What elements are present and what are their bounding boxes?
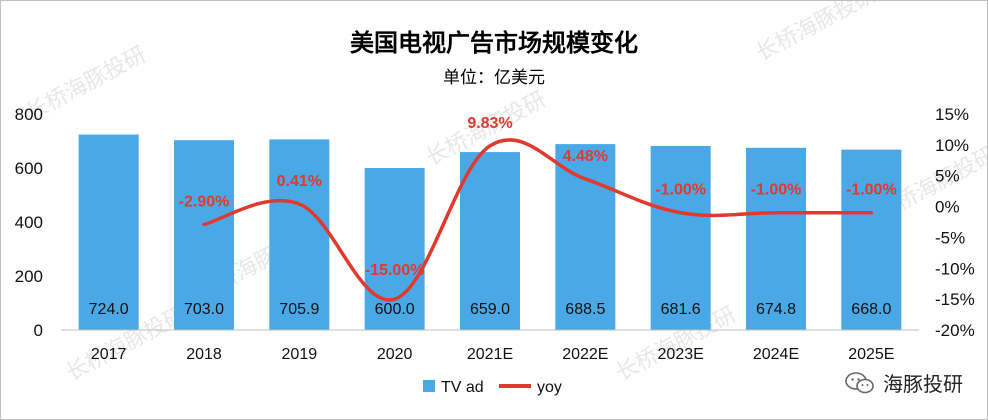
legend-label: yoy <box>537 379 562 396</box>
right-tick-label: 15% <box>935 105 969 124</box>
bar-data-label: 674.8 <box>756 301 796 318</box>
x-tick-label: 2025E <box>848 346 894 363</box>
bar <box>269 139 330 330</box>
right-tick-label: 10% <box>935 136 969 155</box>
yoy-data-label: 4.48% <box>563 148 608 165</box>
right-tick-label: -20% <box>935 321 975 340</box>
bar-data-label: 688.5 <box>565 301 605 318</box>
left-tick-label: 0 <box>34 321 43 340</box>
bar <box>174 140 234 330</box>
chart-title: 美国电视广告市场规模变化 <box>350 29 638 57</box>
x-tick-label: 2023E <box>658 346 704 363</box>
yoy-data-label: -1.00% <box>846 182 897 199</box>
left-tick-label: 800 <box>15 105 43 124</box>
brand-mark: 海豚投研 <box>845 368 963 397</box>
bar-data-label: 659.0 <box>470 301 510 318</box>
x-tick-label: 2021E <box>467 346 513 363</box>
line-series: -2.90% 0.41% -15.00% 9.83% 4.48% -1.00% -1.00%… <box>179 115 897 302</box>
bar <box>746 147 806 330</box>
bar-data-label: 724.0 <box>89 301 129 318</box>
right-tick-label: -5% <box>935 228 965 247</box>
chart-subtitle: 单位：亿美元 <box>443 68 545 88</box>
brand-text: 海豚投研 <box>883 372 963 396</box>
x-tick-label: 2017 <box>91 346 127 363</box>
x-tick-label: 2022E <box>562 346 608 363</box>
yoy-data-label: -1.00% <box>751 182 802 199</box>
left-tick-label: 200 <box>15 267 43 286</box>
legend-label: TV ad <box>441 379 484 396</box>
right-tick-label: 5% <box>935 167 960 186</box>
yoy-data-label: -1.00% <box>655 182 706 199</box>
bar <box>78 134 139 330</box>
x-tick-label: 2018 <box>186 346 222 363</box>
right-tick-label: -10% <box>935 259 975 278</box>
left-tick-label: 600 <box>15 159 43 178</box>
yoy-line <box>202 138 874 302</box>
wechat-icon <box>845 371 874 393</box>
left-tick-label: 400 <box>15 213 43 232</box>
right-tick-label: 0% <box>935 198 960 217</box>
axes: 2017 2018 2019 2020 2021E 2022E 2023E 2024E 2025… <box>15 105 975 363</box>
bar-series: 724.0 703.0 705.9 600.0 659.0 688.5 681.6 674.8… <box>78 134 902 330</box>
x-tick-label: 2019 <box>282 346 318 363</box>
legend: TV ad yoy <box>423 379 562 396</box>
x-tick-label: 2024E <box>753 346 799 363</box>
bar <box>460 152 520 330</box>
yoy-data-label: 0.41% <box>277 173 322 190</box>
right-tick-label: -15% <box>935 290 975 309</box>
yoy-data-label: -15.00% <box>365 262 425 279</box>
yoy-data-label: -2.90% <box>179 193 230 210</box>
bar <box>555 144 616 330</box>
x-tick-label: 2020 <box>377 346 413 363</box>
yoy-data-label: 9.83% <box>467 115 512 132</box>
bar-data-label: 681.6 <box>661 301 701 318</box>
bar-data-label: 600.0 <box>375 301 415 318</box>
bar <box>364 168 425 330</box>
bar-data-label: 703.0 <box>184 301 224 318</box>
legend-swatch-bar <box>423 380 435 392</box>
bar-data-label: 705.9 <box>279 301 319 318</box>
bar <box>650 145 711 330</box>
watermark-text: 长桥海豚投研 <box>752 1 880 66</box>
bar <box>841 149 902 330</box>
bar-data-label: 668.0 <box>851 301 891 318</box>
